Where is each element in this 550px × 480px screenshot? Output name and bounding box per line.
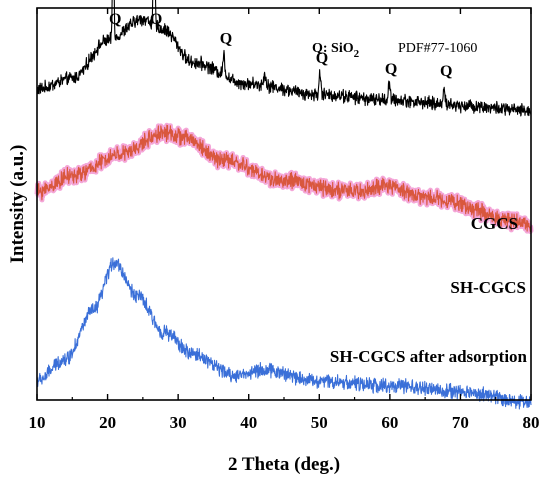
series-group [34, 0, 534, 410]
y-axis-title: Intensity (a.u.) [7, 145, 28, 264]
x-tick-label: 40 [240, 413, 257, 432]
x-tick-label: 70 [452, 413, 469, 432]
x-tick-label: 80 [523, 413, 540, 432]
peak-label-q: Q [316, 50, 328, 67]
pdf-card-label: PDF#77-1060 [398, 41, 477, 56]
peak-label-q: Q [109, 11, 121, 28]
phase-legend-prefix: Q: SiO [312, 41, 354, 56]
series-label-cgcs: CGCS [471, 214, 518, 233]
series-label-sh-cgcs-after: SH-CGCS after adsorption [330, 347, 528, 366]
x-tick-label: 10 [29, 413, 46, 432]
x-tick-label: 50 [311, 413, 328, 432]
x-ticks-group: 10 20 30 40 50 60 70 80 [29, 8, 540, 432]
phase-legend-subscript: 2 [354, 48, 360, 60]
peak-label-q: Q [440, 63, 452, 80]
x-tick-label: 60 [381, 413, 398, 432]
series-line-sh-cgcs [36, 124, 532, 233]
series-line-sh-cgcs-after-adsorption [36, 257, 532, 410]
peak-label-q: Q [150, 11, 162, 28]
peak-labels-group: Q Q Q Q Q Q [109, 11, 452, 80]
series-line-cgcs [36, 0, 532, 117]
peak-label-q: Q [385, 61, 397, 78]
peak-label-q: Q [220, 30, 232, 47]
x-tick-label: 20 [99, 413, 116, 432]
x-axis-title: 2 Theta (deg.) [228, 454, 340, 475]
series-label-sh-cgcs: SH-CGCS [450, 278, 526, 297]
x-tick-label: 30 [170, 413, 187, 432]
phase-legend-label: Q: SiO2 [312, 41, 360, 60]
